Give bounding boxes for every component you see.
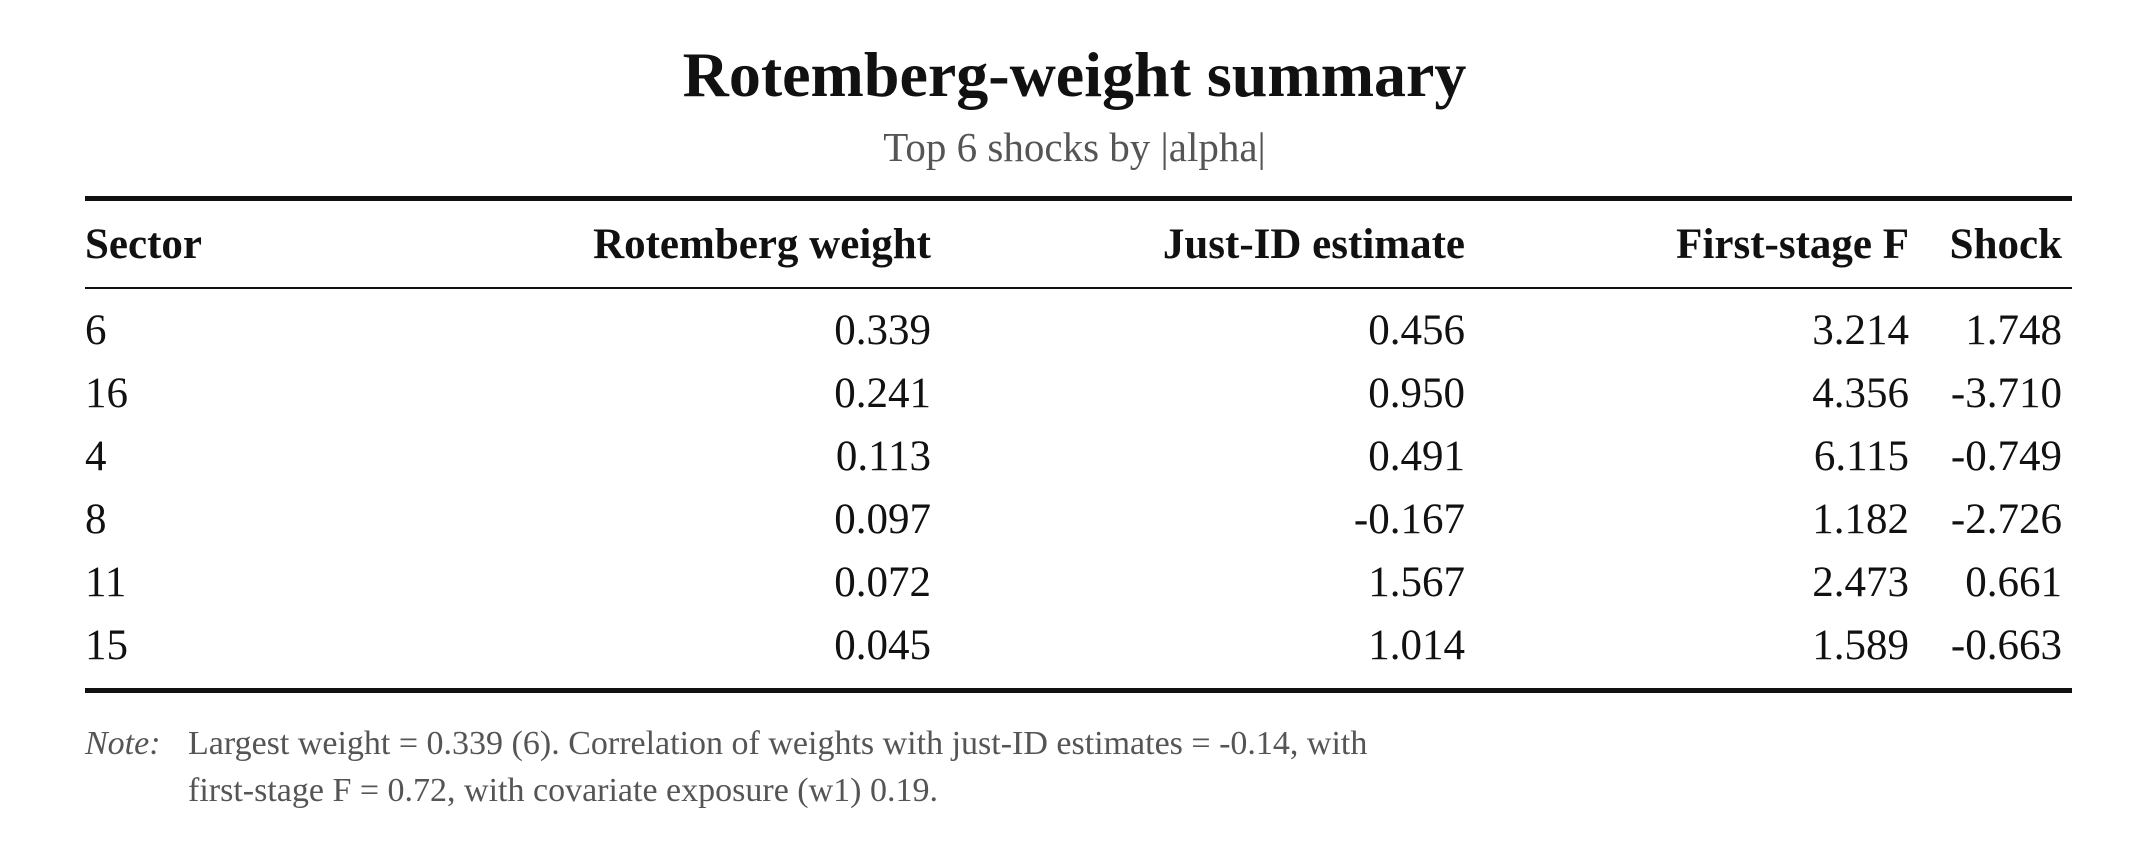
table-row: 4 0.113 0.491 6.115 -0.749 xyxy=(85,425,2072,488)
cell-shock: 0.661 xyxy=(1965,559,2062,606)
cell-just-id-estimate: 1.567 xyxy=(1368,559,1465,606)
column-header-just-id-estimate: Just-ID estimate xyxy=(1162,220,1465,268)
cell-first-stage-f: 6.115 xyxy=(1813,433,1909,480)
table-row: 8 0.097 -0.167 1.182 -2.726 xyxy=(85,488,2072,551)
cell-sector: 16 xyxy=(85,370,128,417)
bottom-rule xyxy=(85,688,2072,693)
table-row: 11 0.072 1.567 2.473 0.661 xyxy=(85,551,2072,614)
cell-shock: -2.726 xyxy=(1950,496,2062,543)
cell-rotemberg-weight: 0.339 xyxy=(834,307,931,354)
summary-table: Sector Rotemberg weight Just-ID estimate… xyxy=(85,201,2072,677)
cell-first-stage-f: 3.214 xyxy=(1812,307,1909,354)
cell-rotemberg-weight: 0.241 xyxy=(834,370,931,417)
cell-shock: -0.663 xyxy=(1950,622,2062,669)
cell-shock: -3.710 xyxy=(1950,370,2062,417)
table-row: 16 0.241 0.950 4.356 -3.710 xyxy=(85,362,2072,425)
cell-sector: 11 xyxy=(85,559,127,606)
column-header-rotemberg-weight: Rotemberg weight xyxy=(593,220,931,268)
table-row: 15 0.045 1.014 1.589 -0.663 xyxy=(85,614,2072,677)
top-rule xyxy=(85,196,2072,201)
cell-first-stage-f: 2.473 xyxy=(1812,559,1909,606)
cell-just-id-estimate: 0.491 xyxy=(1368,433,1465,480)
cell-sector: 6 xyxy=(85,307,107,354)
cell-shock: 1.748 xyxy=(1965,307,2062,354)
note-line: first-stage F = 0.72, with covariate exp… xyxy=(188,772,938,809)
table-row: 6 0.339 0.456 3.214 1.748 xyxy=(85,287,2072,362)
table-title: Rotemberg-weight summary xyxy=(682,39,1467,110)
note-text: Largest weight = 0.339 (6). Correlation … xyxy=(188,720,1488,814)
cell-shock: -0.749 xyxy=(1950,433,2062,480)
cell-rotemberg-weight: 0.097 xyxy=(834,496,931,543)
cell-just-id-estimate: 1.014 xyxy=(1368,622,1465,669)
cell-sector: 4 xyxy=(85,433,107,480)
header-rule xyxy=(85,287,2072,289)
cell-first-stage-f: 1.589 xyxy=(1812,622,1909,669)
cell-just-id-estimate: -0.167 xyxy=(1353,496,1465,543)
column-header-shock: Shock xyxy=(1949,220,2062,268)
table-subtitle: Top 6 shocks by |alpha| xyxy=(883,124,1266,170)
column-header-first-stage-f: First-stage F xyxy=(1676,220,1909,268)
cell-first-stage-f: 4.356 xyxy=(1812,370,1909,417)
header-row: Sector Rotemberg weight Just-ID estimate… xyxy=(85,201,2072,287)
note-label: Note: xyxy=(85,725,161,762)
cell-sector: 15 xyxy=(85,622,128,669)
cell-sector: 8 xyxy=(85,496,107,543)
cell-first-stage-f: 1.182 xyxy=(1812,496,1909,543)
note-line: Largest weight = 0.339 (6). Correlation … xyxy=(188,725,1368,762)
cell-just-id-estimate: 0.456 xyxy=(1368,307,1465,354)
cell-rotemberg-weight: 0.045 xyxy=(834,622,931,669)
column-header-sector: Sector xyxy=(85,220,202,268)
cell-rotemberg-weight: 0.072 xyxy=(834,559,931,606)
cell-rotemberg-weight: 0.113 xyxy=(835,433,931,480)
cell-just-id-estimate: 0.950 xyxy=(1368,370,1465,417)
